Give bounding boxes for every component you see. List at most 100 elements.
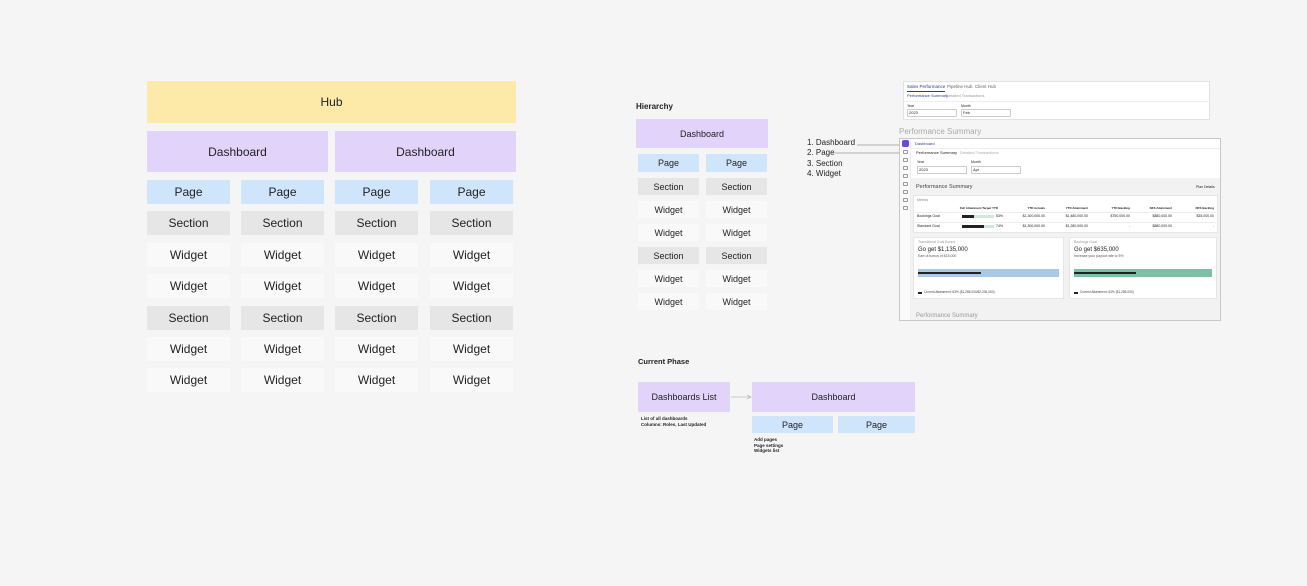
filter-label: Month (971, 160, 981, 164)
page: Page (335, 180, 418, 204)
sidebar-icon (903, 174, 908, 178)
page: Page (147, 180, 230, 204)
table-cell: $880,000.00 (1152, 214, 1172, 218)
note: Columns: Roles, Last Updated (641, 421, 707, 427)
card-legend: Current Attainment: 63% ($1,285,000/$2,0… (924, 290, 995, 294)
level-label: 3. Section (807, 158, 843, 168)
legend-swatch (918, 292, 922, 294)
dashboard: Dashboard (636, 119, 768, 148)
sidebar-icon (903, 150, 908, 154)
card-label: Bookings Goal (1074, 240, 1097, 244)
widget-card (1069, 237, 1217, 299)
table-cell: $1,280,000.00 (1065, 224, 1088, 228)
row-line (913, 212, 1218, 213)
level-label: 4. Widget (807, 168, 841, 178)
widget: Widget (241, 243, 324, 267)
section: Section (335, 211, 418, 235)
section: Section (335, 306, 418, 330)
table-header: NFS Backlog (1195, 206, 1214, 210)
page: Page (752, 416, 833, 433)
dashboard: Dashboard (752, 382, 915, 412)
widget: Widget (638, 224, 699, 241)
widget: Widget (706, 201, 767, 218)
widget: Widget (335, 243, 418, 267)
widget: Widget (638, 270, 699, 287)
row-name: Standard Goal (917, 224, 940, 228)
row-pct: 53% (996, 214, 1004, 218)
note: Add pages (754, 437, 778, 442)
table-cell: $35,000.00 (1196, 214, 1214, 218)
widget: Widget (241, 368, 324, 392)
widget: Widget (335, 368, 418, 392)
faded-heading: Performance Summary (899, 127, 982, 136)
bar-track (918, 269, 1059, 277)
filter-label: Year (917, 160, 925, 164)
sidebar-icon (903, 206, 908, 210)
section: Section (706, 247, 767, 264)
section-title: Performance Summary (916, 184, 973, 190)
level-label: 1. Dashboard (807, 138, 856, 147)
widget: Widget (147, 337, 230, 361)
page: Page (430, 180, 513, 204)
subtab: Detailed Transactions (960, 150, 999, 155)
widget: Widget (706, 293, 767, 310)
widget: Widget (430, 243, 513, 267)
table-header: YTD Attainment (1065, 206, 1088, 210)
divider (903, 101, 1210, 102)
breadcrumb: Dashboard (915, 141, 935, 146)
widget: Widget (706, 270, 767, 287)
progress-track (962, 215, 994, 218)
dashboards-list: Dashboards List (638, 382, 730, 412)
section: Section (241, 306, 324, 330)
page: Page (638, 154, 699, 172)
tab: Sales Performance (907, 84, 946, 92)
table-cell: $1,480,000.00 (1065, 214, 1088, 218)
arrow-head (746, 394, 752, 400)
table-cell: - (1212, 224, 1214, 228)
widget: Widget (706, 224, 767, 241)
sidebar-icon (903, 198, 908, 202)
table-cell: $750,000.00 (1110, 214, 1130, 218)
table-title: Metrics (917, 198, 929, 202)
page: Page (706, 154, 767, 172)
select (917, 166, 967, 174)
section: Section (241, 211, 324, 235)
section: Section (638, 247, 699, 264)
row-pct: 74% (996, 224, 1004, 228)
section: Section (430, 306, 513, 330)
table-cell: $880,000.00 (1152, 224, 1172, 228)
filter-label: Month (961, 104, 971, 108)
heading: Current Phase (638, 357, 690, 366)
filter-value: 2023 (909, 110, 918, 115)
faded-footer: Performance Summary (916, 313, 978, 319)
section: Section (706, 178, 767, 195)
sidebar-icon (903, 182, 908, 186)
logo (902, 140, 909, 147)
plan-link: Plan Details (1196, 185, 1215, 189)
row-line (913, 222, 1218, 223)
widget: Widget (147, 274, 230, 298)
widget: Widget (430, 337, 513, 361)
subtab: Detailed Transactions (946, 93, 985, 98)
page: Page (241, 180, 324, 204)
level-label: 2. Page (807, 148, 835, 158)
note: Page settings (754, 442, 784, 448)
card-legend: Current Attainment: 63% ($1,285,000) (1080, 290, 1134, 294)
table-header: YTD Actuals (1027, 206, 1045, 210)
filter-value: 2023 (919, 167, 928, 172)
card-label: Transitional Goal Bonus (918, 240, 956, 244)
tab: Pipeline Hub (947, 84, 973, 89)
legend-swatch (1074, 292, 1078, 294)
note: Widgets list (754, 448, 780, 453)
page: Page (838, 416, 915, 433)
dashboard: Dashboard (147, 131, 328, 172)
select (907, 109, 957, 117)
widget: Widget (335, 337, 418, 361)
table-cell: $1,300,000.00 (1022, 214, 1045, 218)
filter-value: Feb (963, 110, 970, 115)
sidebar-icon (903, 158, 908, 162)
table-header: Full Attainment Target YTD (959, 206, 998, 210)
section: Section (638, 178, 699, 195)
section: Section (430, 211, 513, 235)
